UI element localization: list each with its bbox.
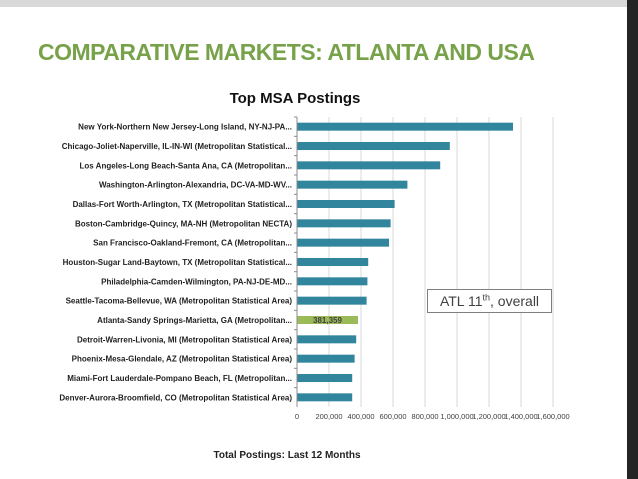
atl-rank-callout: ATL 11th, overall bbox=[427, 289, 552, 313]
category-label-13: Miami-Fort Lauderdale-Pompano Beach, FL … bbox=[67, 374, 292, 383]
callout-prefix: ATL 11 bbox=[439, 293, 483, 309]
category-label-3: Washington-Arlington-Alexandria, DC-VA-M… bbox=[99, 181, 292, 190]
x-tick-label-4: 800,000 bbox=[411, 412, 438, 421]
bar-0 bbox=[297, 122, 513, 131]
bar-14 bbox=[297, 393, 353, 402]
bar-3 bbox=[297, 180, 408, 189]
x-tick-label-8: 1,600,000 bbox=[536, 412, 569, 421]
category-label-11: Detroit-Warren-Livonia, MI (Metropolitan… bbox=[77, 335, 292, 344]
category-label-1: Chicago-Joliet-Naperville, IL-IN-WI (Met… bbox=[62, 142, 292, 151]
x-axis-label: Total Postings: Last 12 Months bbox=[213, 450, 361, 461]
bar-1 bbox=[297, 142, 450, 150]
category-label-10: Atlanta-Sandy Springs-Marietta, GA (Metr… bbox=[97, 316, 292, 325]
bar-4 bbox=[297, 200, 395, 208]
x-tick-label-5: 1,000,000 bbox=[440, 412, 473, 421]
x-tick-label-2: 400,000 bbox=[347, 412, 374, 421]
category-label-8: Philadelphia-Camden-Wilmington, PA-NJ-DE… bbox=[101, 277, 292, 286]
bar-11 bbox=[297, 335, 357, 344]
x-tick-label-0: 0 bbox=[295, 412, 299, 421]
bar-9 bbox=[297, 296, 367, 305]
category-label-7: Houston-Sugar Land-Baytown, TX (Metropol… bbox=[63, 258, 292, 267]
category-label-5: Boston-Cambridge-Quincy, MA-NH (Metropol… bbox=[75, 219, 292, 228]
callout-suffix: , overall bbox=[490, 293, 540, 309]
callout-superscript: th bbox=[482, 292, 491, 303]
x-tick-label-6: 1,200,000 bbox=[472, 412, 505, 421]
bar-10 bbox=[297, 316, 359, 324]
category-label-0: New York-Northern New Jersey-Long Island… bbox=[78, 123, 292, 132]
x-tick-label-7: 1,400,000 bbox=[504, 412, 537, 421]
category-label-4: Dallas-Fort Worth-Arlington, TX (Metropo… bbox=[73, 200, 292, 209]
category-label-6: San Francisco-Oakland-Fremont, CA (Metro… bbox=[93, 239, 292, 248]
bar-12 bbox=[297, 354, 355, 363]
bar-6 bbox=[297, 238, 389, 247]
category-label-2: Los Angeles-Long Beach-Santa Ana, CA (Me… bbox=[80, 161, 292, 170]
chart-title: Top MSA Postings bbox=[230, 90, 361, 107]
category-label-12: Phoenix-Mesa-Glendale, AZ (Metropolitan … bbox=[72, 355, 293, 364]
bar-8 bbox=[297, 277, 368, 286]
bar-7 bbox=[297, 258, 369, 266]
category-label-14: Denver-Aurora-Broomfield, CO (Metropolit… bbox=[59, 393, 292, 402]
x-tick-label-1: 200,000 bbox=[315, 412, 342, 421]
slide-title: COMPARATIVE MARKETS: ATLANTA AND USA bbox=[38, 39, 535, 65]
bar-5 bbox=[297, 219, 391, 228]
bar-13 bbox=[297, 374, 353, 382]
top-rule bbox=[0, 0, 638, 7]
right-edge-bar bbox=[627, 0, 638, 479]
bar-2 bbox=[297, 161, 441, 170]
x-tick-label-3: 600,000 bbox=[379, 412, 406, 421]
data-label-10: 381,359 bbox=[313, 316, 342, 325]
category-label-9: Seattle-Tacoma-Bellevue, WA (Metropolita… bbox=[66, 297, 293, 306]
